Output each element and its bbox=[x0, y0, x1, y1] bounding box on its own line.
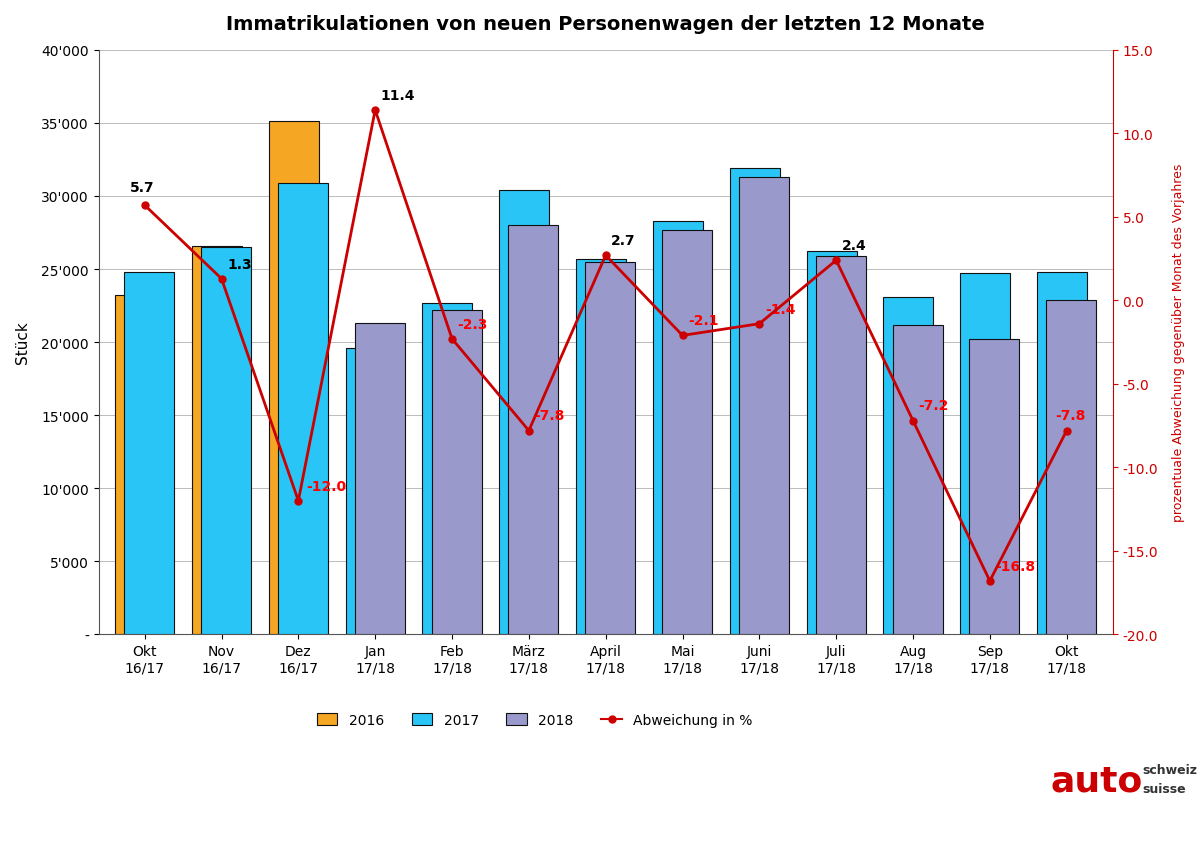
Text: auto: auto bbox=[1050, 764, 1142, 798]
Bar bbox=[355, 324, 404, 635]
Text: schweiz: schweiz bbox=[1142, 764, 1198, 776]
Bar bbox=[960, 274, 1010, 635]
Bar bbox=[202, 248, 251, 635]
Text: 5.7: 5.7 bbox=[130, 181, 155, 195]
Bar bbox=[586, 262, 635, 635]
Bar bbox=[576, 259, 626, 635]
Y-axis label: prozentuale Abweichung gegenüber Monat des Vorjahres: prozentuale Abweichung gegenüber Monat d… bbox=[1172, 164, 1186, 522]
Bar bbox=[115, 296, 166, 635]
Bar bbox=[806, 252, 857, 635]
Bar bbox=[653, 221, 703, 635]
Text: 2.7: 2.7 bbox=[611, 234, 636, 248]
Legend: 2016, 2017, 2018, Abweichung in %: 2016, 2017, 2018, Abweichung in % bbox=[311, 707, 758, 733]
Bar bbox=[739, 178, 788, 635]
Bar bbox=[125, 273, 174, 635]
Bar bbox=[422, 303, 473, 635]
Bar bbox=[816, 257, 865, 635]
Text: -16.8: -16.8 bbox=[995, 559, 1036, 573]
Bar bbox=[509, 226, 558, 635]
Text: -7.8: -7.8 bbox=[534, 409, 565, 423]
Bar bbox=[269, 122, 319, 635]
Title: Immatrikulationen von neuen Personenwagen der letzten 12 Monate: Immatrikulationen von neuen Personenwage… bbox=[227, 15, 985, 34]
Text: 11.4: 11.4 bbox=[380, 89, 415, 103]
Y-axis label: Stück: Stück bbox=[16, 322, 30, 364]
Text: -7.8: -7.8 bbox=[1056, 409, 1086, 423]
Text: -7.2: -7.2 bbox=[918, 399, 949, 413]
Bar bbox=[893, 325, 942, 635]
Text: 2.4: 2.4 bbox=[841, 239, 866, 253]
Bar bbox=[192, 246, 242, 635]
Bar bbox=[346, 349, 396, 635]
Bar bbox=[883, 297, 934, 635]
Bar bbox=[499, 191, 550, 635]
Bar bbox=[730, 169, 780, 635]
Text: -12.0: -12.0 bbox=[307, 479, 347, 493]
Text: suisse: suisse bbox=[1142, 782, 1186, 795]
Text: 1.3: 1.3 bbox=[227, 257, 252, 271]
Text: -1.4: -1.4 bbox=[764, 302, 796, 316]
Bar bbox=[1037, 273, 1087, 635]
Text: -2.3: -2.3 bbox=[457, 317, 488, 331]
Bar bbox=[1046, 300, 1097, 635]
Bar bbox=[662, 230, 712, 635]
Bar bbox=[278, 184, 328, 635]
Text: -2.1: -2.1 bbox=[688, 314, 719, 328]
Bar bbox=[432, 311, 481, 635]
Bar bbox=[970, 340, 1020, 635]
